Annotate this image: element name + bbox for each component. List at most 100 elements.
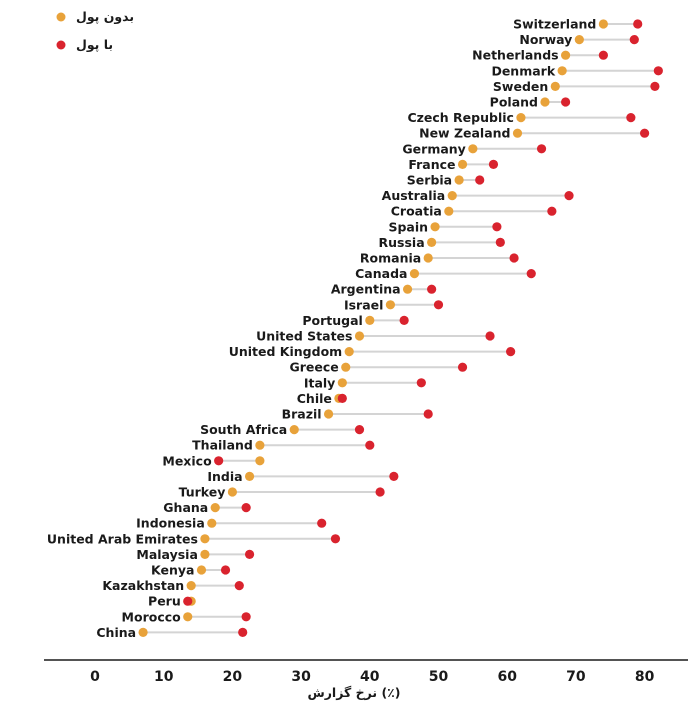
row-chile: Chile bbox=[297, 391, 347, 406]
legend-marker-money bbox=[56, 40, 66, 50]
country-label: Canada bbox=[355, 266, 407, 281]
row-greece: Greece bbox=[289, 360, 468, 375]
row-romania: Romania bbox=[360, 251, 519, 266]
x-tick-label: 10 bbox=[154, 669, 174, 685]
point-no-money bbox=[196, 565, 207, 575]
point-money bbox=[560, 97, 571, 107]
point-money bbox=[220, 565, 231, 575]
point-no-money bbox=[183, 612, 193, 622]
point-money bbox=[244, 549, 255, 560]
country-label: Sweden bbox=[493, 79, 548, 94]
point-money bbox=[526, 269, 536, 279]
point-no-money bbox=[344, 347, 354, 357]
country-label: Israel bbox=[344, 297, 383, 312]
point-no-money bbox=[430, 222, 440, 232]
point-money bbox=[536, 144, 547, 154]
point-money bbox=[598, 50, 608, 60]
point-money bbox=[183, 596, 193, 606]
row-south-africa: South Africa bbox=[200, 422, 365, 437]
row-kazakhstan: Kazakhstan bbox=[102, 578, 244, 593]
point-no-money bbox=[557, 66, 567, 76]
row-mexico: Mexico bbox=[162, 453, 265, 468]
point-money bbox=[427, 284, 437, 294]
country-label: Portugal bbox=[302, 313, 362, 328]
point-money bbox=[241, 612, 251, 622]
country-label: Kenya bbox=[151, 563, 194, 578]
row-france: France bbox=[408, 157, 499, 172]
point-no-money bbox=[200, 549, 210, 560]
point-money bbox=[629, 35, 639, 45]
point-no-money bbox=[512, 128, 523, 138]
point-money bbox=[485, 331, 495, 341]
country-label: Spain bbox=[388, 219, 428, 234]
country-label: India bbox=[207, 469, 242, 484]
row-thailand: Thailand bbox=[192, 438, 375, 453]
point-no-money bbox=[540, 97, 550, 107]
row-brazil: Brazil bbox=[282, 407, 433, 422]
x-tick-label: 0 bbox=[90, 669, 100, 685]
country-label: Turkey bbox=[179, 485, 226, 500]
point-money bbox=[423, 409, 433, 419]
point-no-money bbox=[138, 627, 148, 638]
point-no-money bbox=[574, 35, 584, 45]
point-money bbox=[330, 534, 341, 544]
point-money bbox=[509, 253, 519, 263]
point-money bbox=[433, 300, 444, 310]
point-money bbox=[626, 113, 636, 123]
row-ghana: Ghana bbox=[163, 500, 251, 515]
country-label: Netherlands bbox=[472, 48, 558, 63]
country-label: Indonesia bbox=[136, 516, 205, 531]
row-croatia: Croatia bbox=[391, 204, 557, 219]
point-money bbox=[564, 191, 574, 201]
point-no-money bbox=[598, 19, 608, 29]
point-no-money bbox=[560, 50, 571, 60]
row-serbia: Serbia bbox=[407, 173, 485, 188]
point-no-money bbox=[427, 237, 437, 247]
point-money bbox=[365, 440, 375, 450]
country-label: New Zealand bbox=[419, 126, 510, 141]
country-label: Czech Republic bbox=[407, 110, 513, 125]
row-czech-republic: Czech Republic bbox=[407, 110, 636, 125]
point-money bbox=[399, 315, 409, 325]
row-italy: Italy bbox=[304, 375, 426, 390]
row-indonesia: Indonesia bbox=[136, 516, 327, 531]
x-tick-label: 40 bbox=[360, 669, 380, 685]
legend-label-money: با پول bbox=[76, 37, 113, 52]
point-no-money bbox=[365, 315, 375, 325]
country-label: Kazakhstan bbox=[102, 578, 184, 593]
point-money bbox=[241, 503, 251, 513]
row-peru: Peru bbox=[148, 594, 196, 609]
x-axis-label: نرخ گزارش (٪) bbox=[307, 685, 400, 700]
point-no-money bbox=[385, 300, 396, 310]
point-no-money bbox=[244, 471, 255, 481]
point-no-money bbox=[402, 284, 413, 294]
country-label: Morocco bbox=[122, 609, 182, 624]
point-no-money bbox=[516, 113, 526, 123]
point-money bbox=[375, 487, 385, 497]
x-axis-ticks: 0 10 20 30 40 50 60 70 80 bbox=[90, 669, 654, 685]
row-sweden: Sweden bbox=[493, 79, 660, 94]
country-label: Croatia bbox=[391, 204, 442, 219]
point-no-money bbox=[227, 487, 237, 497]
point-no-money bbox=[323, 409, 334, 419]
row-china: China bbox=[96, 625, 248, 640]
point-money bbox=[506, 347, 516, 357]
row-denmark: Denmark bbox=[491, 63, 663, 78]
legend-marker-no-money bbox=[56, 12, 66, 22]
country-label: Brazil bbox=[282, 407, 322, 422]
row-malaysia: Malaysia bbox=[136, 547, 255, 562]
country-label: Romania bbox=[360, 251, 421, 266]
point-no-money bbox=[255, 456, 265, 466]
legend: بدون پول با پول bbox=[56, 9, 134, 52]
point-no-money bbox=[337, 378, 347, 388]
row-norway: Norway bbox=[519, 32, 639, 47]
row-portugal: Portugal bbox=[302, 313, 409, 328]
country-label: Norway bbox=[519, 32, 572, 47]
point-no-money bbox=[447, 191, 457, 201]
row-germany: Germany bbox=[402, 141, 547, 156]
x-tick-label: 60 bbox=[497, 669, 517, 685]
point-no-money bbox=[423, 253, 433, 263]
country-label: Malaysia bbox=[136, 547, 198, 562]
row-new-zealand: New Zealand bbox=[419, 126, 650, 141]
